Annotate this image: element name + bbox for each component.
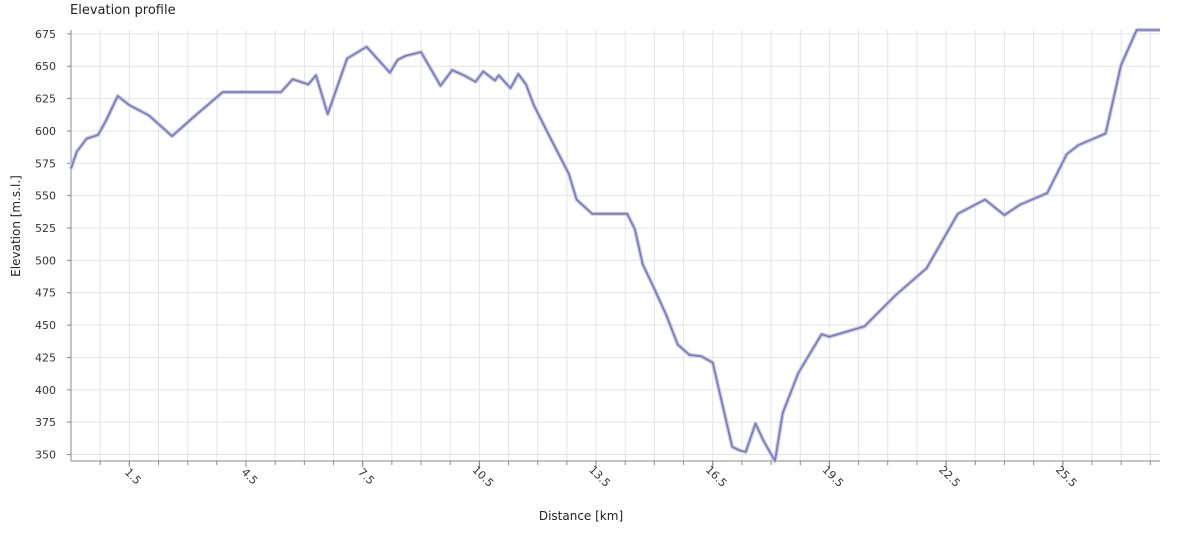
y-tick-label: 625 — [35, 93, 56, 106]
y-tick-label: 600 — [35, 125, 56, 138]
x-tick-label: 25.5 — [1053, 463, 1080, 490]
grid-layer — [71, 30, 1160, 461]
y-axis-label: Elevation [m.s.l.] — [9, 175, 23, 277]
x-axis-label: Distance [km] — [539, 509, 623, 523]
x-tick-label: 10.5 — [470, 463, 497, 490]
y-tick-label: 650 — [35, 60, 56, 73]
y-tick-label: 525 — [35, 222, 56, 235]
y-tick-label: 575 — [35, 157, 56, 170]
y-tick-label: 375 — [35, 416, 56, 429]
x-tick-label: 7.5 — [355, 466, 377, 488]
plot-area — [71, 30, 1160, 461]
x-tick-label: 4.5 — [239, 466, 261, 488]
series-line — [70, 29, 1160, 462]
y-tick-label: 500 — [35, 254, 56, 267]
x-tick-label: 13.5 — [586, 463, 613, 490]
series-layer — [69, 28, 1160, 463]
y-tick-label: 550 — [35, 190, 56, 203]
y-tick-label: 400 — [35, 384, 56, 397]
y-tick-label: 475 — [35, 287, 56, 300]
y-tick-label: 450 — [35, 319, 56, 332]
x-tick-label: 22.5 — [936, 463, 963, 490]
y-tick-label: 350 — [35, 449, 56, 462]
x-tick-label: 1.5 — [122, 466, 144, 488]
x-tick-label: 16.5 — [703, 463, 730, 490]
y-tick-label: 675 — [35, 28, 56, 41]
chart-title: Elevation profile — [70, 3, 176, 18]
y-tick-label: 425 — [35, 351, 56, 364]
x-tick-label: 19.5 — [820, 463, 847, 490]
